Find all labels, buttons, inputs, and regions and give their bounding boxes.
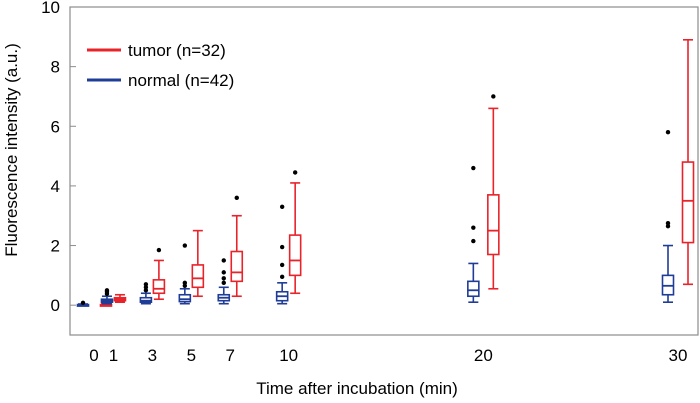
y-tick-label: 6 bbox=[51, 117, 60, 136]
box-normal-7 bbox=[217, 258, 231, 305]
x-axis-title: Time after incubation (min) bbox=[256, 379, 458, 398]
box-outlier-point bbox=[104, 288, 110, 293]
legend-label-tumor: tumor (n=32) bbox=[128, 41, 226, 60]
box-normal-5 bbox=[178, 243, 192, 305]
box-outlier-point bbox=[471, 225, 476, 230]
box-tumor-3 bbox=[152, 247, 166, 301]
box-outlier-point bbox=[182, 243, 188, 248]
box-normal-20 bbox=[467, 165, 480, 304]
box-outlier-point bbox=[221, 258, 226, 263]
box-normal-10 bbox=[275, 204, 289, 305]
box-outlier-point bbox=[279, 274, 285, 280]
y-axis-title: Fluorescence intensity (a.u.) bbox=[2, 43, 21, 257]
x-tick-label-0: 0 bbox=[89, 346, 98, 365]
x-tick-label-7: 7 bbox=[226, 346, 235, 365]
box-outlier-point bbox=[279, 204, 285, 209]
box-outlier-point bbox=[143, 282, 149, 287]
x-tick-label-10: 10 bbox=[279, 346, 298, 365]
box-normal-1 bbox=[100, 288, 114, 305]
box-outlier-point bbox=[156, 247, 162, 253]
box-body bbox=[230, 250, 244, 283]
box-tumor-10 bbox=[288, 170, 302, 295]
x-tick-label-30: 30 bbox=[669, 346, 688, 365]
box-outlier-point bbox=[221, 280, 226, 286]
box-outlier-point bbox=[471, 165, 476, 171]
box-tumor-30 bbox=[681, 38, 695, 286]
box-body bbox=[288, 234, 302, 277]
legend: tumor (n=32) normal (n=42) bbox=[87, 41, 234, 90]
y-tick-label: 8 bbox=[51, 58, 60, 77]
box-normal-3 bbox=[139, 282, 153, 305]
box-outlier-point bbox=[292, 170, 298, 175]
x-tick-label-1: 1 bbox=[109, 346, 118, 365]
box-body bbox=[178, 293, 192, 303]
box-body bbox=[467, 280, 480, 298]
plot-marks bbox=[76, 38, 695, 307]
box-outlier-point bbox=[80, 300, 86, 305]
x-tick-label-20: 20 bbox=[474, 346, 493, 365]
box-body bbox=[191, 264, 205, 289]
legend-label-normal: normal (n=42) bbox=[128, 71, 234, 90]
box-outlier-point bbox=[221, 276, 226, 281]
box-tumor-7 bbox=[230, 195, 244, 298]
y-tick-label: 4 bbox=[51, 177, 60, 196]
plot-frame bbox=[69, 6, 699, 336]
box-outlier-point bbox=[279, 262, 285, 268]
box-body bbox=[152, 279, 166, 295]
box-normal-0 bbox=[76, 300, 90, 307]
box-tumor-20 bbox=[487, 94, 500, 290]
y-tick-label: 2 bbox=[51, 237, 60, 256]
box-tumor-5 bbox=[191, 229, 205, 298]
y-tick-label: 0 bbox=[51, 296, 60, 315]
x-tick-label-3: 3 bbox=[148, 346, 157, 365]
box-outlier-point bbox=[665, 220, 671, 226]
box-outlier-point bbox=[234, 195, 239, 201]
box-outlier-point bbox=[182, 280, 188, 286]
box-outlier-point bbox=[471, 238, 476, 244]
box-normal-30 bbox=[661, 130, 675, 304]
x-tick-label-5: 5 bbox=[187, 346, 196, 365]
y-axis-ticks: 0 2 4 6 8 10 bbox=[41, 0, 76, 315]
box-outlier-point bbox=[491, 94, 496, 99]
box-outlier-point bbox=[279, 244, 285, 250]
box-outlier-point bbox=[665, 130, 671, 135]
box-body bbox=[487, 194, 500, 256]
box-outlier-point bbox=[221, 270, 226, 275]
y-tick-label: 10 bbox=[41, 0, 60, 17]
x-axis-ticks: 0 1 3 5 7 10 20 30 bbox=[89, 346, 687, 365]
box-body bbox=[681, 161, 695, 244]
box-tumor-1 bbox=[113, 293, 127, 304]
